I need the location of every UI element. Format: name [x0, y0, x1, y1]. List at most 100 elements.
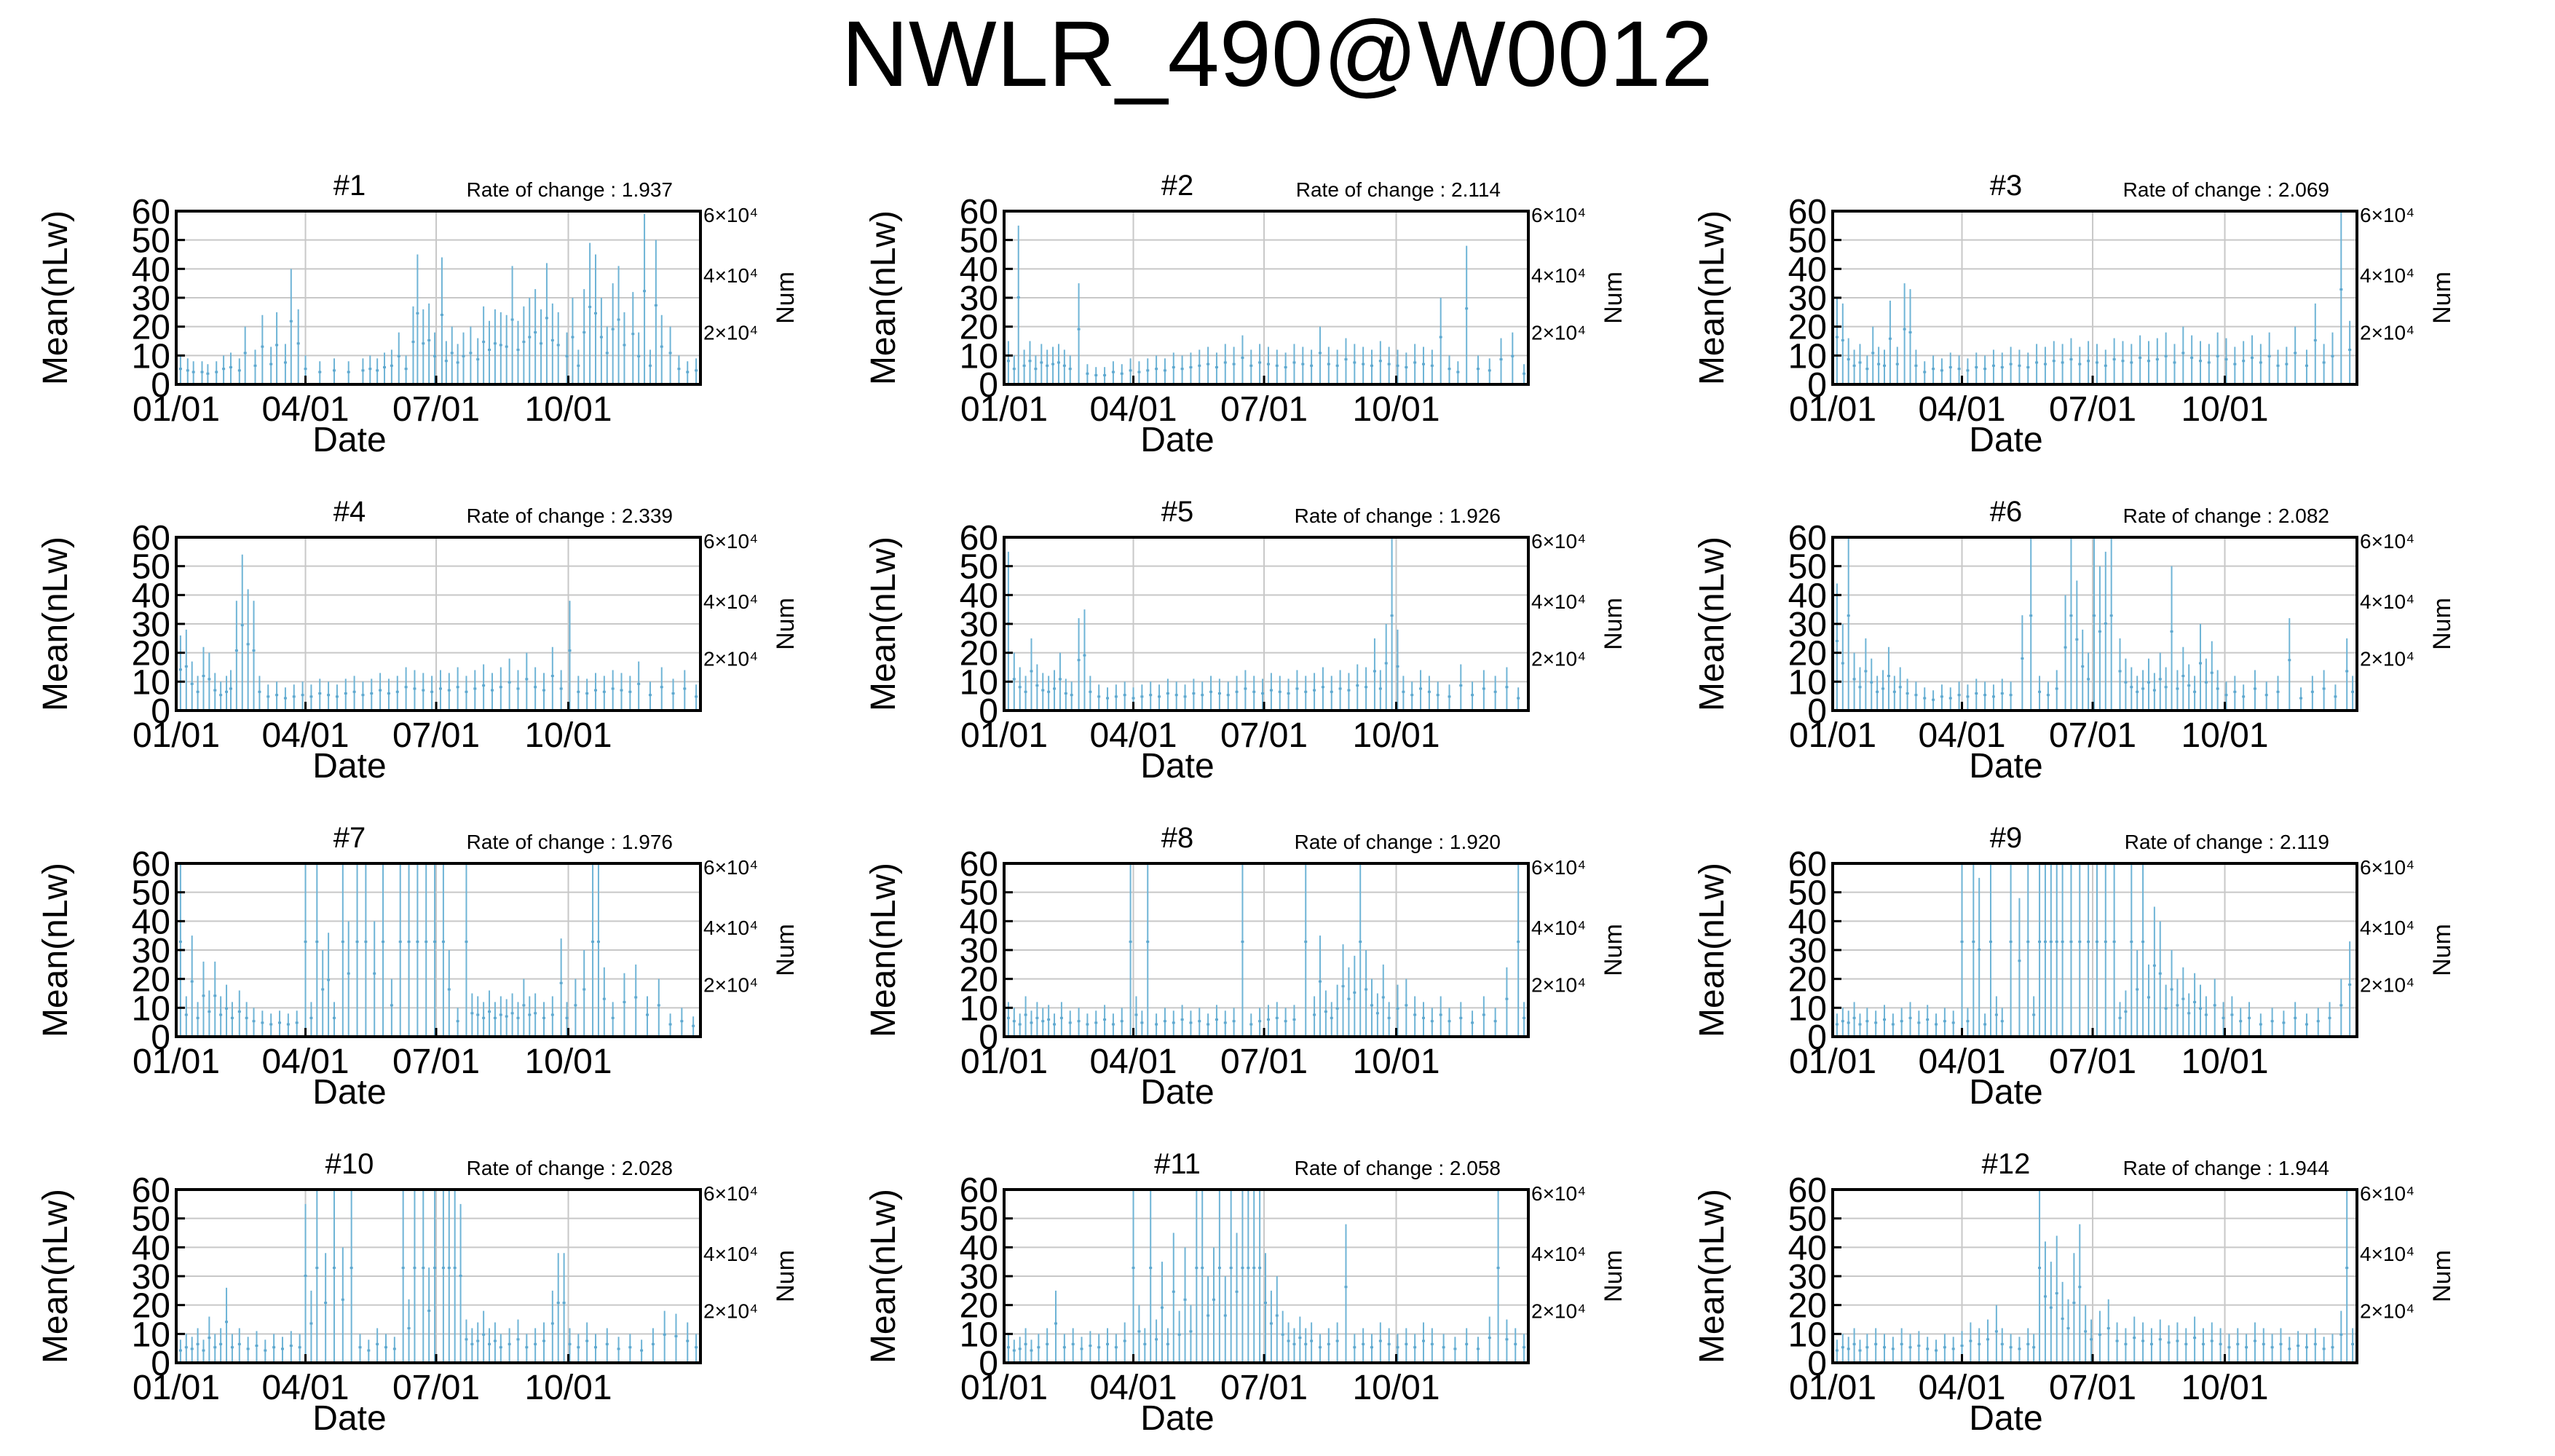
data-mean-mark	[1353, 361, 1357, 364]
data-mean-mark	[1422, 1016, 1425, 1019]
panel-title: #8	[1161, 822, 1194, 854]
data-mean-mark	[1241, 941, 1244, 943]
data-mean-mark	[1523, 1346, 1526, 1349]
data-mean-mark	[2184, 1342, 2188, 1345]
y-tick-label: 50	[1788, 222, 1827, 261]
data-mean-mark	[1975, 366, 1978, 369]
rate-of-change-annotation: Rate of change : 1.944	[2123, 1157, 2329, 1179]
data-mean-mark	[2009, 941, 2013, 943]
data-mean-mark	[1841, 1346, 1844, 1349]
data-mean-mark	[440, 314, 443, 317]
x-tick-label: 07/01	[1220, 1042, 1308, 1081]
data-mean-mark	[2313, 339, 2317, 341]
y-tick-label: 30	[1788, 280, 1827, 318]
data-mean-mark	[2322, 1348, 2326, 1350]
data-mean-mark	[2305, 364, 2308, 367]
y2-tick-label: 4×10⁴	[1531, 264, 1586, 287]
data-mean-mark	[1864, 670, 1868, 673]
data-mean-mark	[1381, 996, 1385, 999]
y-tick-label: 30	[960, 606, 998, 644]
y-tick-label: 10	[132, 337, 170, 376]
data-mean-mark	[1341, 985, 1345, 988]
data-mean-mark	[1292, 1018, 1296, 1021]
data-mean-mark	[1077, 659, 1081, 662]
data-mean-mark	[438, 687, 442, 690]
y2-tick-label: 2×10⁴	[1531, 322, 1586, 344]
data-mean-mark	[1375, 1012, 1379, 1015]
data-mean-mark	[208, 678, 211, 681]
data-mean-mark	[528, 1013, 532, 1016]
data-mean-mark	[255, 1345, 258, 1348]
data-mean-mark	[534, 686, 537, 689]
data-mean-mark	[2032, 1346, 2036, 1349]
data-mean-mark	[1284, 366, 1287, 369]
data-mean-mark	[433, 1267, 437, 1270]
y2-axis-label: Num	[1600, 924, 1627, 976]
data-mean-mark	[2087, 941, 2090, 943]
data-mean-mark	[2149, 1342, 2153, 1345]
x-axis-label: Date	[1140, 1073, 1214, 1112]
data-mean-mark	[1378, 1340, 1382, 1342]
data-mean-mark	[1917, 1345, 1921, 1348]
data-mean-mark	[2136, 988, 2139, 991]
data-mean-mark	[2224, 358, 2228, 361]
data-mean-mark	[2176, 1340, 2179, 1342]
data-mean-mark	[1847, 614, 1850, 617]
y-tick-label: 10	[960, 337, 998, 376]
y-axis-label: Mean(nLw)	[36, 537, 75, 711]
data-mean-mark	[1097, 1346, 1101, 1349]
data-mean-mark	[178, 1349, 182, 1352]
data-mean-mark	[1906, 692, 1909, 695]
y-tick-label: 40	[960, 577, 998, 615]
rate-of-change-annotation: Rate of change : 2.069	[2123, 178, 2329, 201]
data-mean-mark	[459, 1275, 462, 1278]
x-tick-label: 07/01	[2049, 716, 2136, 755]
data-mean-mark	[213, 1346, 217, 1349]
data-mean-mark	[1103, 373, 1107, 376]
data-mean-mark	[1114, 695, 1118, 698]
panel-title: #4	[333, 496, 366, 528]
panel-title: #2	[1161, 170, 1194, 202]
data-mean-mark	[1887, 675, 1890, 678]
data-mean-mark	[422, 1267, 425, 1270]
data-mean-mark	[1298, 1337, 1302, 1340]
data-mean-mark	[1106, 1342, 1110, 1345]
data-mean-mark	[545, 317, 548, 320]
y2-tick-label: 2×10⁴	[2360, 974, 2414, 997]
data-mean-mark	[304, 941, 307, 943]
data-mean-mark	[318, 692, 322, 695]
data-mean-mark	[1914, 694, 1918, 697]
data-mean-mark	[2276, 364, 2280, 367]
x-tick-label: 01/01	[960, 390, 1048, 429]
data-mean-mark	[2181, 352, 2185, 355]
data-mean-mark	[1281, 1333, 1284, 1336]
data-mean-mark	[499, 686, 502, 689]
x-tick-label: 01/01	[1789, 390, 1876, 429]
data-mean-mark	[2084, 1330, 2088, 1333]
data-mean-mark	[1180, 368, 1184, 371]
data-mean-mark	[2043, 941, 2047, 943]
data-mean-mark	[1235, 690, 1239, 693]
data-mean-mark	[1160, 1306, 1164, 1309]
data-mean-mark	[2227, 1346, 2231, 1349]
data-mean-mark	[1448, 1020, 1451, 1023]
data-mean-mark	[1018, 1348, 1022, 1350]
data-mean-mark	[2133, 1337, 2136, 1340]
data-mean-mark	[2141, 941, 2145, 943]
y-tick-label: 20	[1788, 961, 1827, 1000]
data-mean-mark	[2198, 1007, 2202, 1010]
data-mean-mark	[1370, 1004, 1373, 1007]
data-mean-mark	[1212, 1298, 1215, 1301]
data-mean-mark	[1852, 1342, 1856, 1345]
data-mean-mark	[208, 1337, 211, 1340]
data-mean-mark	[1858, 1023, 1862, 1026]
data-mean-mark	[178, 368, 182, 371]
data-mean-mark	[2066, 1327, 2070, 1330]
y2-tick-label: 2×10⁴	[703, 322, 758, 344]
data-mean-mark	[651, 1342, 655, 1345]
y-tick-label: 60	[960, 519, 998, 558]
x-tick-label: 10/01	[1352, 1042, 1440, 1081]
data-mean-mark	[1865, 1346, 1869, 1349]
data-mean-mark	[2026, 1342, 2030, 1345]
data-mean-mark	[1149, 1267, 1153, 1270]
